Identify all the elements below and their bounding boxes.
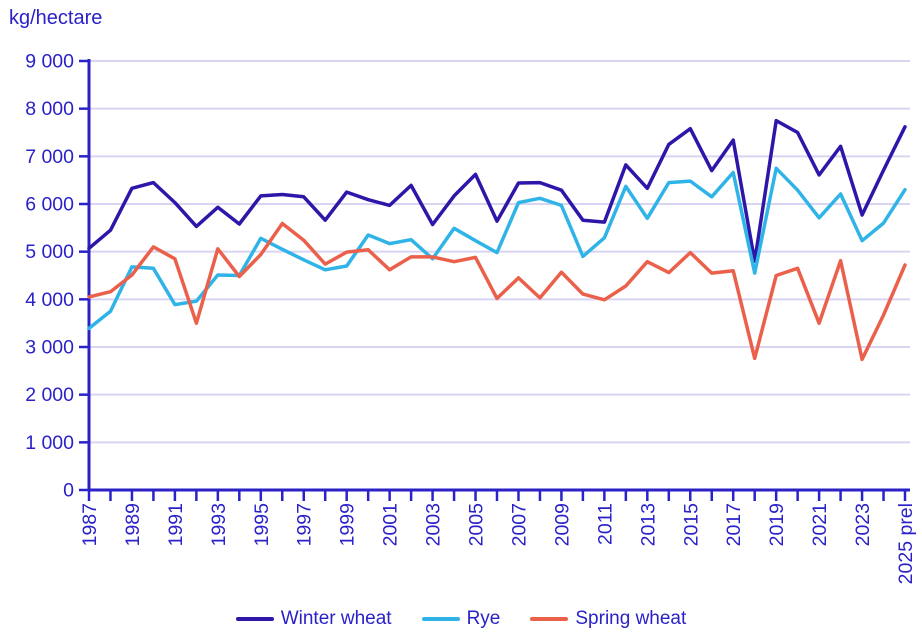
series-line-spring-wheat (87, 221, 907, 362)
x-tick-label: 1991 (165, 503, 187, 546)
x-tick-label: 1999 (337, 503, 359, 546)
chart-legend: Winter wheat Rye Spring wheat (0, 608, 922, 630)
x-tick-label: 2011 (594, 503, 616, 545)
x-tick-label: 1993 (208, 503, 230, 546)
x-tick-label: 2019 (766, 503, 788, 546)
x-tick-label: 2009 (551, 503, 573, 546)
legend-item-winter-wheat: Winter wheat (235, 608, 392, 630)
x-tick-label: 1987 (79, 503, 101, 546)
spring-wheat-line-swatch (530, 617, 569, 621)
legend-label-spring-wheat: Spring wheat (575, 608, 687, 629)
y-tick-label: 1 000 (25, 432, 74, 454)
x-tick-label: 2007 (508, 503, 530, 546)
rye-line-swatch (421, 617, 460, 621)
y-tick-label: 5 000 (25, 241, 74, 263)
y-axis-unit-label: kg/hectare (9, 7, 103, 29)
x-tick-label: 1997 (294, 503, 316, 546)
legend-label-winter-wheat: Winter wheat (280, 608, 392, 629)
x-tick-label: 2021 (809, 503, 831, 546)
legend-label-rye: Rye (466, 608, 501, 629)
y-tick-label: 3 000 (25, 337, 74, 359)
x-tick-label: 2013 (637, 503, 659, 546)
x-tick-label: 2017 (723, 503, 745, 546)
x-tick-label: 2023 (852, 503, 874, 546)
y-tick-label: 8 000 (25, 98, 74, 120)
legend-item-spring-wheat: Spring wheat (530, 608, 686, 630)
y-tick-label: 0 (63, 480, 74, 502)
x-tick-label: 2015 (680, 503, 702, 547)
x-tick-label: 2025 prel (895, 503, 917, 584)
x-tick-label: 2005 (466, 503, 488, 547)
x-tick-label: 2001 (380, 503, 402, 546)
y-tick-label: 6 000 (25, 194, 74, 216)
legend-item-rye: Rye (421, 608, 501, 630)
x-tick-label: 2003 (423, 503, 445, 546)
series-line-winter-wheat (87, 118, 907, 263)
x-tick-label: 1995 (251, 503, 273, 547)
y-tick-label: 2 000 (25, 384, 74, 406)
y-tick-label: 9 000 (25, 51, 74, 73)
y-tick-label: 4 000 (25, 289, 74, 311)
winter-wheat-line-swatch (235, 617, 274, 621)
series-line-rye (87, 166, 907, 331)
y-tick-label: 7 000 (25, 146, 74, 168)
x-tick-label: 1989 (122, 503, 144, 546)
